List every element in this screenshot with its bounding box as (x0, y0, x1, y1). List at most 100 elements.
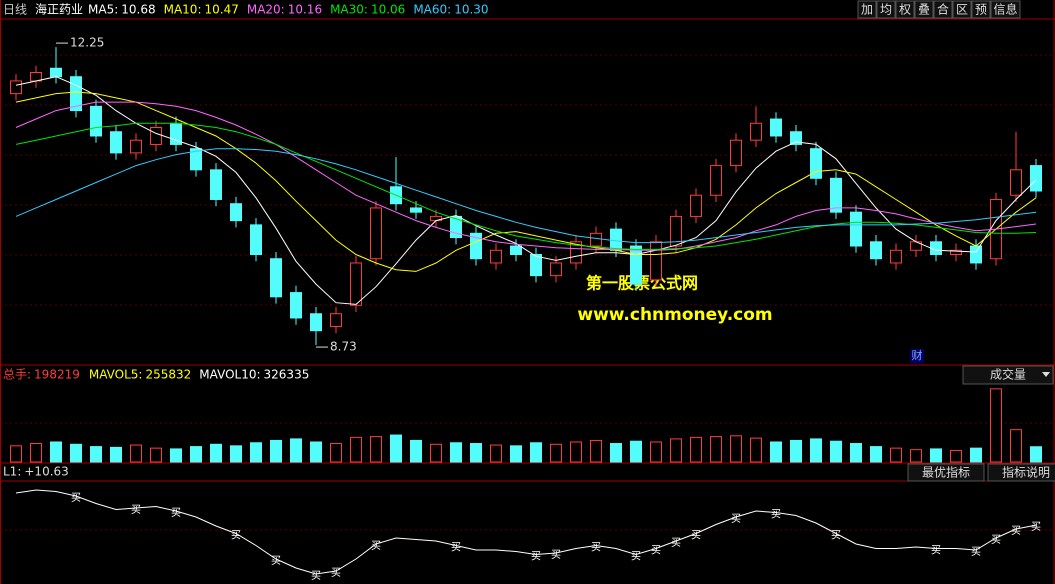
volume-bar (270, 439, 282, 463)
legend-value: 10.47 (204, 3, 238, 17)
volume-bar (130, 444, 142, 463)
volume-bar (290, 438, 302, 463)
candle-body (490, 249, 502, 264)
volume-bar (750, 437, 762, 463)
candle-body (970, 245, 982, 264)
indicator-button[interactable] (907, 463, 985, 482)
legend-name: MA5: (88, 3, 118, 17)
indicator-selector[interactable] (962, 365, 1054, 385)
candle-body (650, 241, 662, 281)
candle-body (850, 211, 862, 247)
toolbar-button[interactable] (971, 0, 991, 19)
toolbar-button[interactable] (933, 0, 953, 19)
volume-bar (170, 448, 182, 463)
candle-body (110, 131, 122, 154)
volume-bar (970, 447, 982, 463)
buy-signal: 买 (311, 570, 321, 582)
candle-body (150, 127, 162, 145)
candle-body (450, 215, 462, 239)
candle-body (190, 148, 202, 171)
volume-bar (1030, 446, 1042, 463)
volume-bar (350, 436, 362, 463)
toolbar-button-label[interactable]: 加 (861, 3, 873, 17)
toolbar-button[interactable] (876, 0, 896, 19)
indicator-button-label[interactable]: 最优指标 (922, 465, 970, 480)
volume-bar (570, 441, 582, 463)
candle-body (10, 80, 22, 95)
volume-bar (150, 447, 162, 463)
moving-average-line (15, 91, 1037, 272)
candle-body (890, 249, 902, 264)
volume-bar (70, 443, 82, 463)
toolbar-button-label[interactable]: 权 (899, 3, 911, 17)
volume-bar (630, 440, 642, 463)
buy-signal: 买 (991, 534, 1001, 546)
legend-value: 10.16 (288, 3, 322, 17)
toolbar-button-label[interactable]: 均 (880, 3, 892, 17)
buy-signal: 买 (551, 549, 561, 561)
candle-body (950, 249, 962, 255)
candle-body (350, 262, 362, 306)
volume-bar (650, 441, 662, 463)
candle-body (690, 194, 702, 217)
volume-bar (810, 438, 822, 463)
dropdown-arrow[interactable] (1042, 372, 1050, 377)
volume-bar (710, 436, 722, 463)
volume-bar (930, 448, 942, 463)
indicator-button[interactable] (987, 463, 1055, 482)
candle-body (210, 169, 222, 200)
toolbar-button[interactable] (857, 0, 877, 19)
candle-body (830, 177, 842, 213)
candle-body (790, 131, 802, 145)
volume-bar (90, 446, 102, 463)
event-marker[interactable]: 财 (912, 348, 923, 362)
volume-bar (910, 449, 922, 463)
volume-bar (690, 436, 702, 463)
volume-bar (110, 446, 122, 463)
buy-signal: 买 (691, 530, 701, 542)
event-marker-box[interactable] (910, 349, 924, 363)
volume-bar (510, 445, 522, 463)
toolbar-button-label[interactable]: 叠 (918, 3, 930, 17)
buy-signal: 买 (651, 545, 661, 557)
toolbar-button-label[interactable]: 预 (975, 3, 987, 17)
stock-name: 海正药业 (35, 2, 83, 17)
legend-value: 10.30 (454, 3, 488, 17)
volume-bar (530, 442, 542, 463)
volume-bar (470, 443, 482, 463)
toolbar-button[interactable] (895, 0, 915, 19)
legend-value: 326335 (264, 368, 310, 382)
buy-signal: 买 (671, 537, 681, 549)
volume-bar (450, 442, 462, 463)
toolbar-button-label[interactable]: 合 (937, 2, 949, 17)
buy-signal: 买 (971, 546, 981, 558)
toolbar-button-label[interactable]: 区 (956, 3, 968, 17)
volume-bar (770, 441, 782, 463)
candle-body (730, 139, 742, 167)
moving-average-line (15, 76, 1037, 305)
volume-bar (870, 446, 882, 463)
candle-body (530, 253, 542, 277)
period-label[interactable]: 日线 (3, 3, 27, 17)
indicator-selector-label[interactable]: 成交量 (990, 367, 1026, 382)
volume-bar (50, 441, 62, 463)
buy-signal: 买 (451, 542, 461, 554)
candle-body (410, 207, 422, 213)
candle-body (1010, 169, 1022, 196)
toolbar-button[interactable] (952, 0, 972, 19)
volume-bar (1010, 429, 1022, 463)
candle-body (770, 118, 782, 137)
candle-body (90, 105, 102, 137)
watermark-url: www.chnmoney.com (577, 305, 772, 325)
toolbar-button-label[interactable]: 信息 (993, 2, 1017, 17)
candle-body (750, 122, 762, 141)
toolbar-button[interactable] (990, 0, 1021, 19)
legend-name: MA30: (330, 3, 368, 17)
toolbar-button[interactable] (914, 0, 934, 19)
volume-last: 198219 (34, 368, 80, 382)
buy-signal: 买 (731, 513, 741, 525)
volume-bar (850, 443, 862, 463)
buy-signal: 买 (71, 492, 81, 504)
moving-average-line (15, 122, 1037, 250)
indicator-button-label[interactable]: 指标说明 (1002, 465, 1050, 480)
